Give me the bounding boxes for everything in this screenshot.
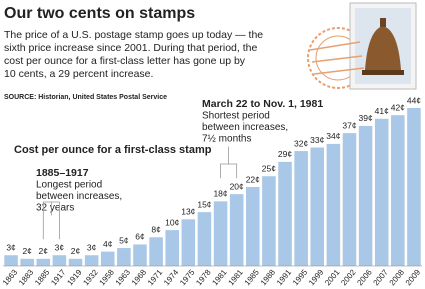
annotation-line: Longest period xyxy=(36,180,102,191)
value-label: 42¢ xyxy=(391,102,405,112)
annotation-line: 32 years xyxy=(36,203,74,214)
bar xyxy=(310,147,325,266)
annotation-heading: March 22 to Nov. 1, 1981 xyxy=(202,98,323,110)
value-label: 20¢ xyxy=(230,181,244,191)
annotation-heading: 1885–1917 xyxy=(36,167,89,179)
annotation-line: between increases, xyxy=(202,122,288,133)
chart-title: Cost per ounce for a first-class stamp xyxy=(14,144,212,156)
bar xyxy=(246,187,260,266)
x-tick-label: 1963 xyxy=(114,267,133,287)
bar xyxy=(117,248,131,266)
x-tick-label: 2007 xyxy=(372,267,391,287)
x-tick-label: 1978 xyxy=(194,267,213,287)
x-tick-label: 2006 xyxy=(355,267,374,287)
intro-line: cost per ounce for a first-class letter … xyxy=(4,55,246,67)
value-label: 3¢ xyxy=(87,242,97,252)
value-label: 25¢ xyxy=(262,163,276,173)
value-label: 37¢ xyxy=(342,120,356,130)
x-tick-label: 1988 xyxy=(259,267,278,287)
bar xyxy=(229,194,244,266)
x-tick-label: 1981 xyxy=(226,267,245,287)
value-label: 22¢ xyxy=(246,174,260,184)
bar xyxy=(197,212,212,266)
bar xyxy=(294,151,308,266)
value-label: 2¢ xyxy=(71,246,81,256)
x-tick-label: 1883 xyxy=(17,267,36,287)
x-tick-label: 1917 xyxy=(49,267,68,287)
value-label: 13¢ xyxy=(181,207,195,217)
stamp-illustration xyxy=(307,2,417,90)
annotation-line: 7½ months xyxy=(202,134,251,145)
x-tick-label: 1999 xyxy=(307,267,326,287)
intro-line: sixth price increase since 2001. During … xyxy=(4,42,257,54)
title: Our two cents on stamps xyxy=(4,5,195,22)
value-label: 34¢ xyxy=(326,131,340,141)
value-label: 3¢ xyxy=(55,242,65,252)
annotation-line: between increases, xyxy=(36,191,122,202)
annotation-bracket xyxy=(220,163,238,179)
intro-line: The price of a U.S. postage stamp goes u… xyxy=(4,29,263,41)
x-tick-label: 1885 xyxy=(33,267,52,287)
value-label: 3¢ xyxy=(6,242,16,252)
bar xyxy=(149,237,163,266)
value-label: 6¢ xyxy=(135,232,145,242)
value-label: 2¢ xyxy=(39,246,49,256)
source: SOURCE: Historian, United States Postal … xyxy=(4,94,167,101)
value-label: 29¢ xyxy=(278,149,292,159)
bar xyxy=(4,255,18,266)
bar xyxy=(407,108,421,266)
value-label: 8¢ xyxy=(151,225,161,235)
bar xyxy=(20,258,34,266)
bar xyxy=(374,118,389,266)
bar xyxy=(100,251,115,266)
value-label: 18¢ xyxy=(213,189,227,199)
x-tick-label: 2001 xyxy=(323,267,342,287)
bar xyxy=(52,255,67,266)
value-label: 2¢ xyxy=(22,246,32,256)
bar xyxy=(391,115,405,266)
bar xyxy=(84,255,99,266)
bar xyxy=(68,258,83,266)
value-label: 41¢ xyxy=(375,106,389,116)
x-tick-label: 1995 xyxy=(291,267,310,287)
value-label: 33¢ xyxy=(310,135,324,145)
x-tick-label: 1863 xyxy=(1,267,20,287)
x-tick-label: 2009 xyxy=(404,267,423,287)
x-tick-label: 2002 xyxy=(339,267,358,287)
bar xyxy=(133,244,147,266)
x-tick-label: 1981 xyxy=(210,267,229,287)
x-tick-label: 2008 xyxy=(388,267,407,287)
x-tick-label: 1971 xyxy=(146,267,165,287)
intro-line: 10 cents, a 29 percent increase. xyxy=(4,68,153,80)
bar xyxy=(213,201,228,266)
value-label: 44¢ xyxy=(407,95,421,105)
x-tick-label: 1968 xyxy=(130,267,149,287)
x-tick-label: 1991 xyxy=(275,267,294,287)
x-tick-label: 1974 xyxy=(162,267,181,287)
bar xyxy=(342,133,357,266)
bar xyxy=(358,125,373,266)
value-label: 5¢ xyxy=(119,235,129,245)
x-tick-label: 1919 xyxy=(65,267,84,287)
value-label: 39¢ xyxy=(359,113,373,123)
value-label: 4¢ xyxy=(103,239,113,249)
x-tick-label: 1932 xyxy=(81,267,100,287)
bar xyxy=(165,230,179,266)
bar xyxy=(262,176,276,266)
annotation-line: Shortest period xyxy=(202,111,270,122)
value-label: 10¢ xyxy=(165,217,179,227)
bar xyxy=(36,258,51,266)
bar xyxy=(326,143,341,266)
value-label: 15¢ xyxy=(197,199,211,209)
x-tick-label: 1975 xyxy=(178,267,197,287)
value-label: 32¢ xyxy=(294,138,308,148)
x-tick-label: 1985 xyxy=(243,267,262,287)
bar xyxy=(278,161,292,266)
bar xyxy=(181,219,196,266)
x-tick-label: 1958 xyxy=(98,267,117,287)
